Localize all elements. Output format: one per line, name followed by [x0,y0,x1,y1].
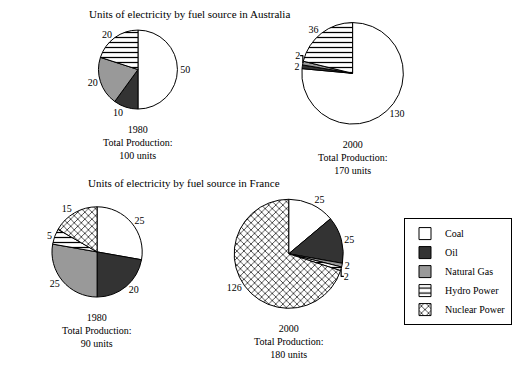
svg-text:2000Total Production:170 units: 2000Total Production:170 units [318,139,388,176]
svg-text:25: 25 [315,194,325,205]
svg-text:5: 5 [47,230,52,241]
svg-text:130: 130 [390,108,405,119]
svg-text:2000Total Production:180 units: 2000Total Production:180 units [254,323,324,360]
svg-text:Coal: Coal [445,228,464,239]
svg-text:126: 126 [227,282,242,293]
svg-text:20: 20 [129,284,139,295]
svg-text:2: 2 [295,50,300,61]
svg-text:Units of electricity by fuel s: Units of electricity by fuel source in A… [89,8,290,20]
svg-text:25: 25 [344,234,354,245]
svg-text:Oil: Oil [445,247,458,258]
svg-text:Hydro Power: Hydro Power [445,285,499,296]
svg-text:Natural Gas: Natural Gas [445,266,493,277]
svg-text:20: 20 [88,77,98,88]
svg-text:10: 10 [113,107,123,118]
svg-text:1980Total Production:90 units: 1980Total Production:90 units [62,312,132,349]
svg-text:50: 50 [180,64,190,75]
svg-text:15: 15 [62,203,72,214]
svg-text:25: 25 [134,215,144,226]
svg-text:Nuclear Power: Nuclear Power [445,304,505,315]
svg-text:Units of electricity by fuel s: Units of electricity by fuel source in F… [88,177,280,189]
svg-text:25: 25 [50,278,60,289]
svg-text:2: 2 [345,260,350,271]
svg-text:20: 20 [102,29,112,40]
svg-text:36: 36 [309,24,319,35]
svg-text:2: 2 [344,271,349,282]
svg-text:1980Total Production:100 units: 1980Total Production:100 units [103,124,173,161]
svg-text:2: 2 [295,61,300,72]
